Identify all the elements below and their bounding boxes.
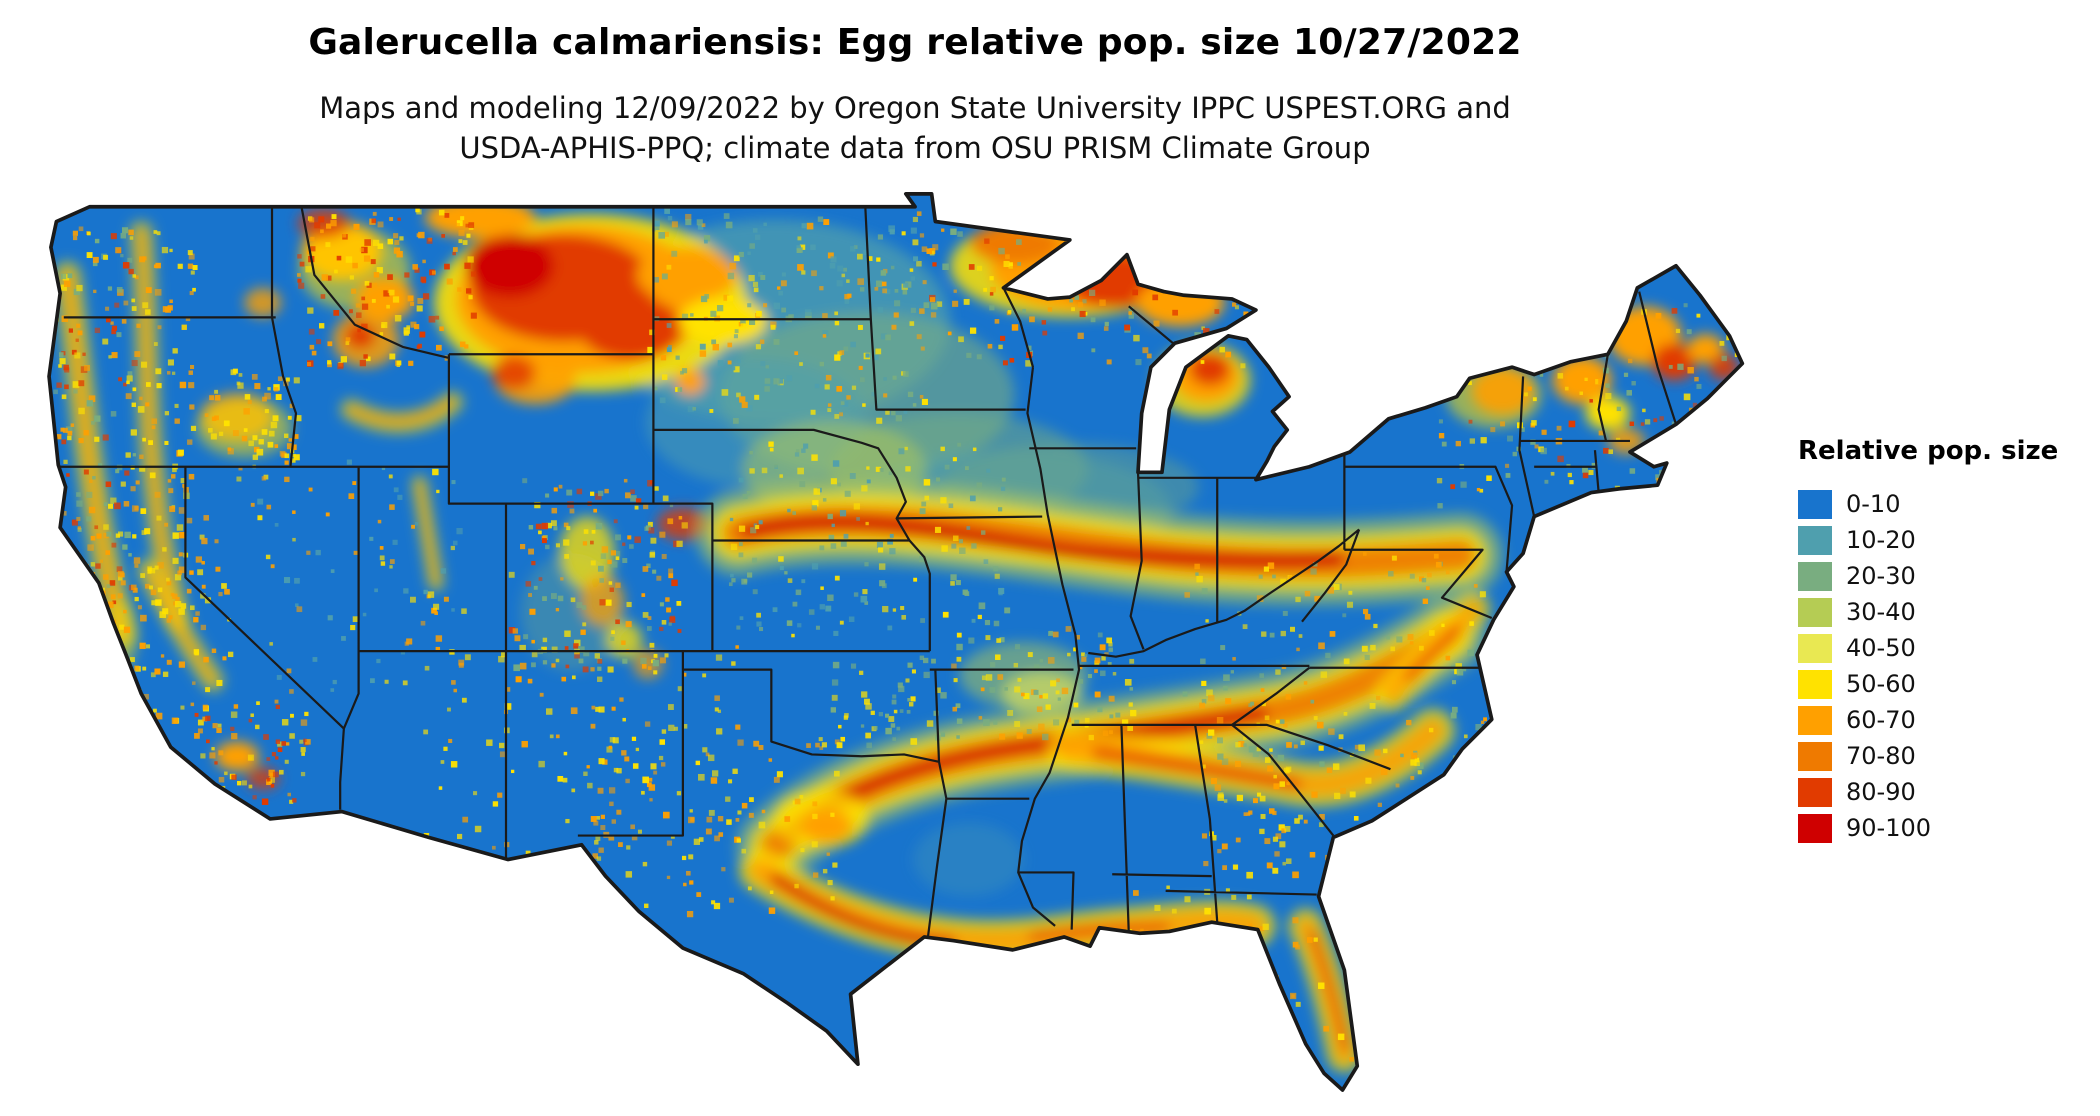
us-map <box>38 192 1770 1114</box>
legend-item: 50-60 <box>1798 666 2088 702</box>
legend-item-label: 90-100 <box>1846 814 1932 842</box>
legend-swatch <box>1798 525 1832 555</box>
legend-swatch <box>1798 705 1832 735</box>
raster-speckles <box>53 207 1743 1062</box>
raster-base <box>49 193 1743 1091</box>
legend-item: 90-100 <box>1798 810 2088 846</box>
legend-item-label: 10-20 <box>1846 526 1916 554</box>
legend-item-label: 70-80 <box>1846 742 1916 770</box>
legend-swatch <box>1798 489 1832 519</box>
legend-item-label: 80-90 <box>1846 778 1916 806</box>
us-map-svg <box>47 192 1745 1092</box>
legend-swatch <box>1798 741 1832 771</box>
map-subtitle: Maps and modeling 12/09/2022 by Oregon S… <box>0 88 1830 168</box>
legend-item-label: 40-50 <box>1846 634 1916 662</box>
subtitle-line-1: Maps and modeling 12/09/2022 by Oregon S… <box>319 91 1511 125</box>
legend-item-label: 30-40 <box>1846 598 1916 626</box>
legend-item-label: 60-70 <box>1846 706 1916 734</box>
subtitle-line-2: USDA-APHIS-PPQ; climate data from OSU PR… <box>459 131 1371 165</box>
legend: Relative pop. size 0-10 10-20 20-30 30-40 40… <box>1798 436 2088 846</box>
legend-item-label: 0-10 <box>1846 490 1901 518</box>
legend-item: 0-10 <box>1798 486 2088 522</box>
legend-swatch <box>1798 597 1832 627</box>
state-borders <box>60 206 1678 938</box>
us-outline <box>47 192 1745 1092</box>
legend-item: 20-30 <box>1798 558 2088 594</box>
legend-item: 10-20 <box>1798 522 2088 558</box>
legend-item: 80-90 <box>1798 774 2088 810</box>
legend-swatch <box>1798 777 1832 807</box>
legend-item: 70-80 <box>1798 738 2088 774</box>
legend-item: 60-70 <box>1798 702 2088 738</box>
legend-swatch <box>1798 813 1832 843</box>
legend-item: 30-40 <box>1798 594 2088 630</box>
legend-title: Relative pop. size <box>1798 436 2059 466</box>
legend-item-label: 50-60 <box>1846 670 1916 698</box>
legend-swatch <box>1798 669 1832 699</box>
legend-item-label: 20-30 <box>1846 562 1916 590</box>
map-title: Galerucella calmariensis: Egg relative p… <box>308 22 1522 63</box>
legend-items: 0-10 10-20 20-30 30-40 40-50 50-60 60-70 70-80 8… <box>1798 486 2088 846</box>
legend-item: 40-50 <box>1798 630 2088 666</box>
legend-swatch <box>1798 633 1832 663</box>
legend-swatch <box>1798 561 1832 591</box>
